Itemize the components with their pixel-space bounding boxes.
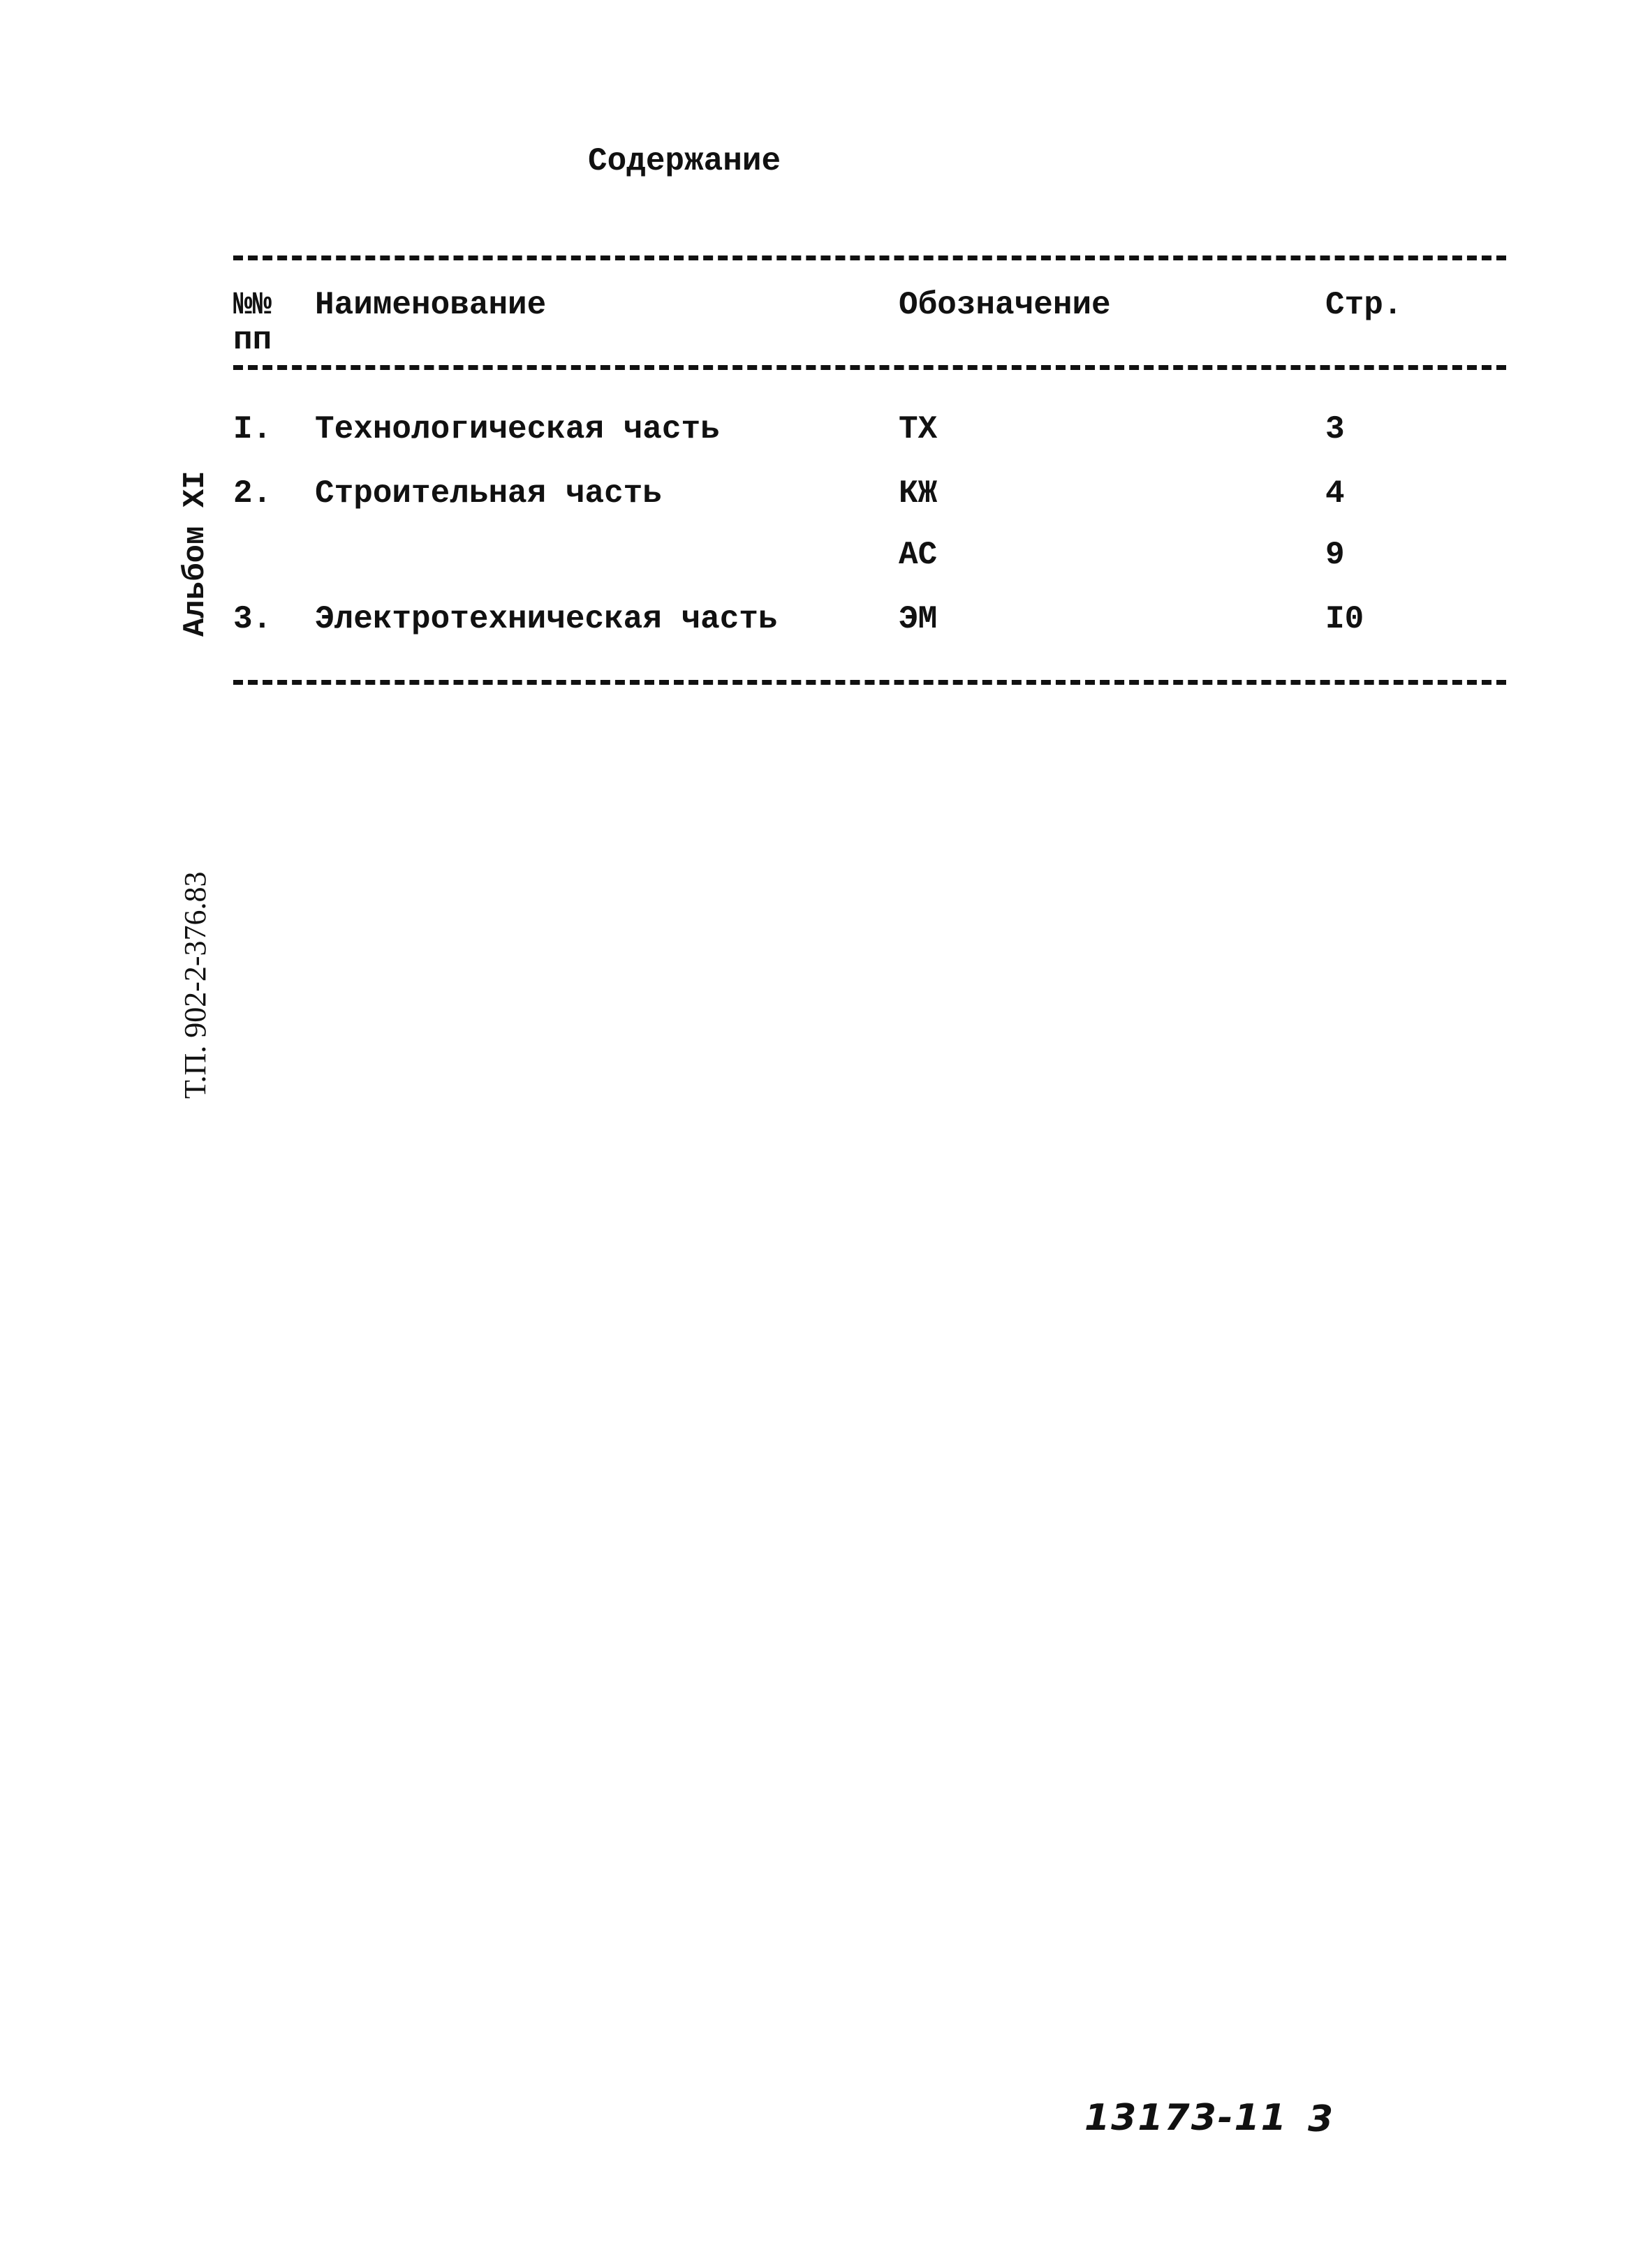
header-designation: Обозначение	[899, 287, 1111, 323]
row-designation: АС	[899, 537, 938, 573]
table-top-divider	[233, 255, 1506, 260]
row-number: 3.	[233, 601, 272, 637]
table-header-divider	[233, 365, 1506, 370]
handwritten-page-number: 3	[1308, 2098, 1335, 2140]
row-designation: ТХ	[899, 411, 938, 447]
row-name: Технологическая часть	[315, 411, 720, 447]
header-name: Наименование	[315, 287, 547, 323]
row-page: 3	[1325, 411, 1345, 447]
handwritten-code: 13173-11	[1084, 2097, 1288, 2139]
header-number-sub: пп	[233, 322, 272, 358]
table-bottom-divider	[233, 680, 1506, 685]
row-name: Электротехническая часть	[315, 601, 778, 637]
row-designation: КЖ	[899, 475, 938, 512]
album-label: Альбом XI	[178, 470, 213, 637]
row-page: 9	[1325, 537, 1345, 573]
row-number: I.	[233, 411, 272, 447]
row-page: I0	[1325, 601, 1364, 637]
row-number: 2.	[233, 475, 272, 512]
header-page: Стр.	[1325, 287, 1403, 323]
header-number: №№	[233, 287, 272, 323]
row-designation: ЭМ	[899, 601, 938, 637]
project-code: Т.П. 902-2-376.83	[178, 871, 212, 1099]
row-page: 4	[1325, 475, 1345, 512]
row-name: Строительная часть	[315, 475, 662, 512]
page-title: Содержание	[588, 143, 781, 179]
